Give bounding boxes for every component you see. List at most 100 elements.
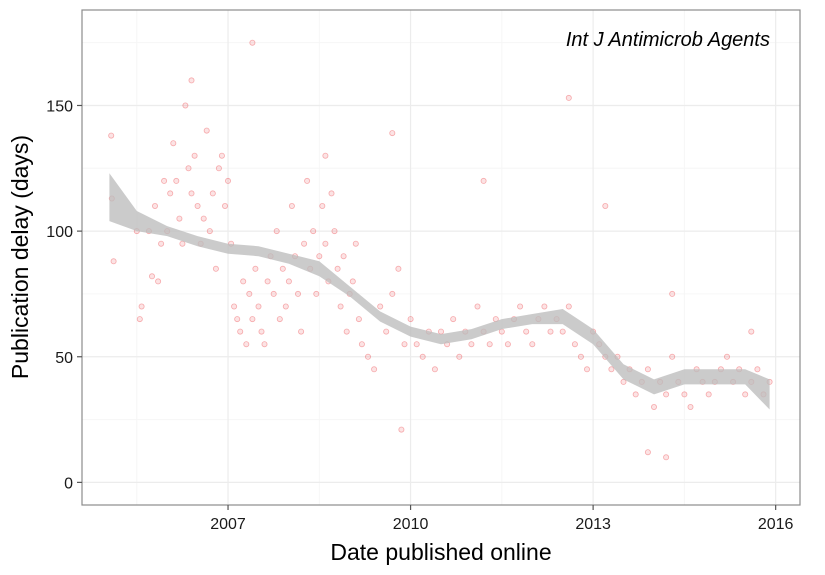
- data-point: [237, 328, 244, 335]
- data-point: [724, 353, 731, 360]
- data-point: [343, 328, 350, 335]
- x-axis-title: Date published online: [330, 539, 551, 565]
- data-point: [358, 341, 365, 348]
- data-point: [331, 228, 338, 235]
- data-point: [401, 341, 408, 348]
- plot-panel-background: [82, 10, 800, 505]
- data-point: [559, 328, 566, 335]
- data-point: [437, 328, 444, 335]
- data-point: [480, 177, 487, 184]
- data-point: [389, 130, 396, 137]
- y-tick-label: 0: [64, 475, 73, 492]
- data-point: [352, 240, 359, 247]
- data-point: [349, 278, 356, 285]
- data-point: [419, 353, 426, 360]
- data-point: [413, 341, 420, 348]
- data-point: [203, 127, 210, 134]
- data-point: [240, 278, 247, 285]
- data-point: [319, 202, 326, 209]
- data-point: [218, 152, 225, 159]
- data-point: [340, 253, 347, 260]
- data-point: [234, 316, 241, 323]
- data-point: [687, 403, 694, 410]
- y-tick-label: 50: [55, 350, 73, 367]
- data-point: [188, 190, 195, 197]
- data-point: [182, 102, 189, 109]
- data-point: [663, 391, 670, 398]
- data-point: [185, 165, 192, 172]
- x-tick-label: 2016: [758, 516, 794, 533]
- data-point: [644, 449, 651, 456]
- data-point: [246, 290, 253, 297]
- data-point: [517, 303, 524, 310]
- data-point: [148, 273, 155, 280]
- smooth-band: [109, 173, 770, 410]
- data-point: [264, 278, 271, 285]
- x-tick-label: 2013: [575, 516, 611, 533]
- data-point: [486, 341, 493, 348]
- data-point: [224, 177, 231, 184]
- data-point: [523, 328, 530, 335]
- data-point: [231, 303, 238, 310]
- data-point: [294, 290, 301, 297]
- data-point: [212, 265, 219, 272]
- data-point: [541, 303, 548, 310]
- data-point: [742, 391, 749, 398]
- data-point: [167, 190, 174, 197]
- data-point: [270, 290, 277, 297]
- data-point: [371, 366, 378, 373]
- data-point: [389, 290, 396, 297]
- data-point: [304, 177, 311, 184]
- data-point: [431, 366, 438, 373]
- data-point: [316, 253, 323, 260]
- data-point: [571, 341, 578, 348]
- data-point: [468, 341, 475, 348]
- data-point: [577, 353, 584, 360]
- data-point: [395, 265, 402, 272]
- data-point: [565, 94, 572, 101]
- data-point: [529, 341, 536, 348]
- data-point: [681, 391, 688, 398]
- data-point: [282, 303, 289, 310]
- y-tick-label: 100: [46, 224, 73, 241]
- data-point: [322, 152, 329, 159]
- data-point: [200, 215, 207, 222]
- data-point: [249, 39, 256, 46]
- data-point: [608, 366, 615, 373]
- data-point: [602, 202, 609, 209]
- data-point: [151, 202, 158, 209]
- data-point: [407, 316, 414, 323]
- data-point: [221, 202, 228, 209]
- data-point: [456, 353, 463, 360]
- data-point: [377, 303, 384, 310]
- data-point: [301, 240, 308, 247]
- data-point: [276, 316, 283, 323]
- y-tick-label: 150: [46, 98, 73, 115]
- data-point: [209, 190, 216, 197]
- data-point: [632, 391, 639, 398]
- data-point: [474, 303, 481, 310]
- data-point: [176, 215, 183, 222]
- data-point: [170, 140, 177, 147]
- data-point: [663, 454, 670, 461]
- data-point: [206, 228, 213, 235]
- data-point: [705, 391, 712, 398]
- data-point: [584, 366, 591, 373]
- data-point: [337, 303, 344, 310]
- data-point: [383, 328, 390, 335]
- data-point: [249, 316, 256, 323]
- data-point: [322, 240, 329, 247]
- grid-lines: [82, 10, 800, 505]
- data-point: [215, 165, 222, 172]
- data-point: [313, 290, 320, 297]
- data-point: [669, 290, 676, 297]
- smooth-confidence-band: [109, 173, 770, 410]
- data-point: [252, 265, 259, 272]
- data-point: [179, 240, 186, 247]
- data-point: [138, 303, 145, 310]
- data-point: [498, 328, 505, 335]
- data-point: [310, 228, 317, 235]
- data-point: [355, 316, 362, 323]
- data-point: [651, 403, 658, 410]
